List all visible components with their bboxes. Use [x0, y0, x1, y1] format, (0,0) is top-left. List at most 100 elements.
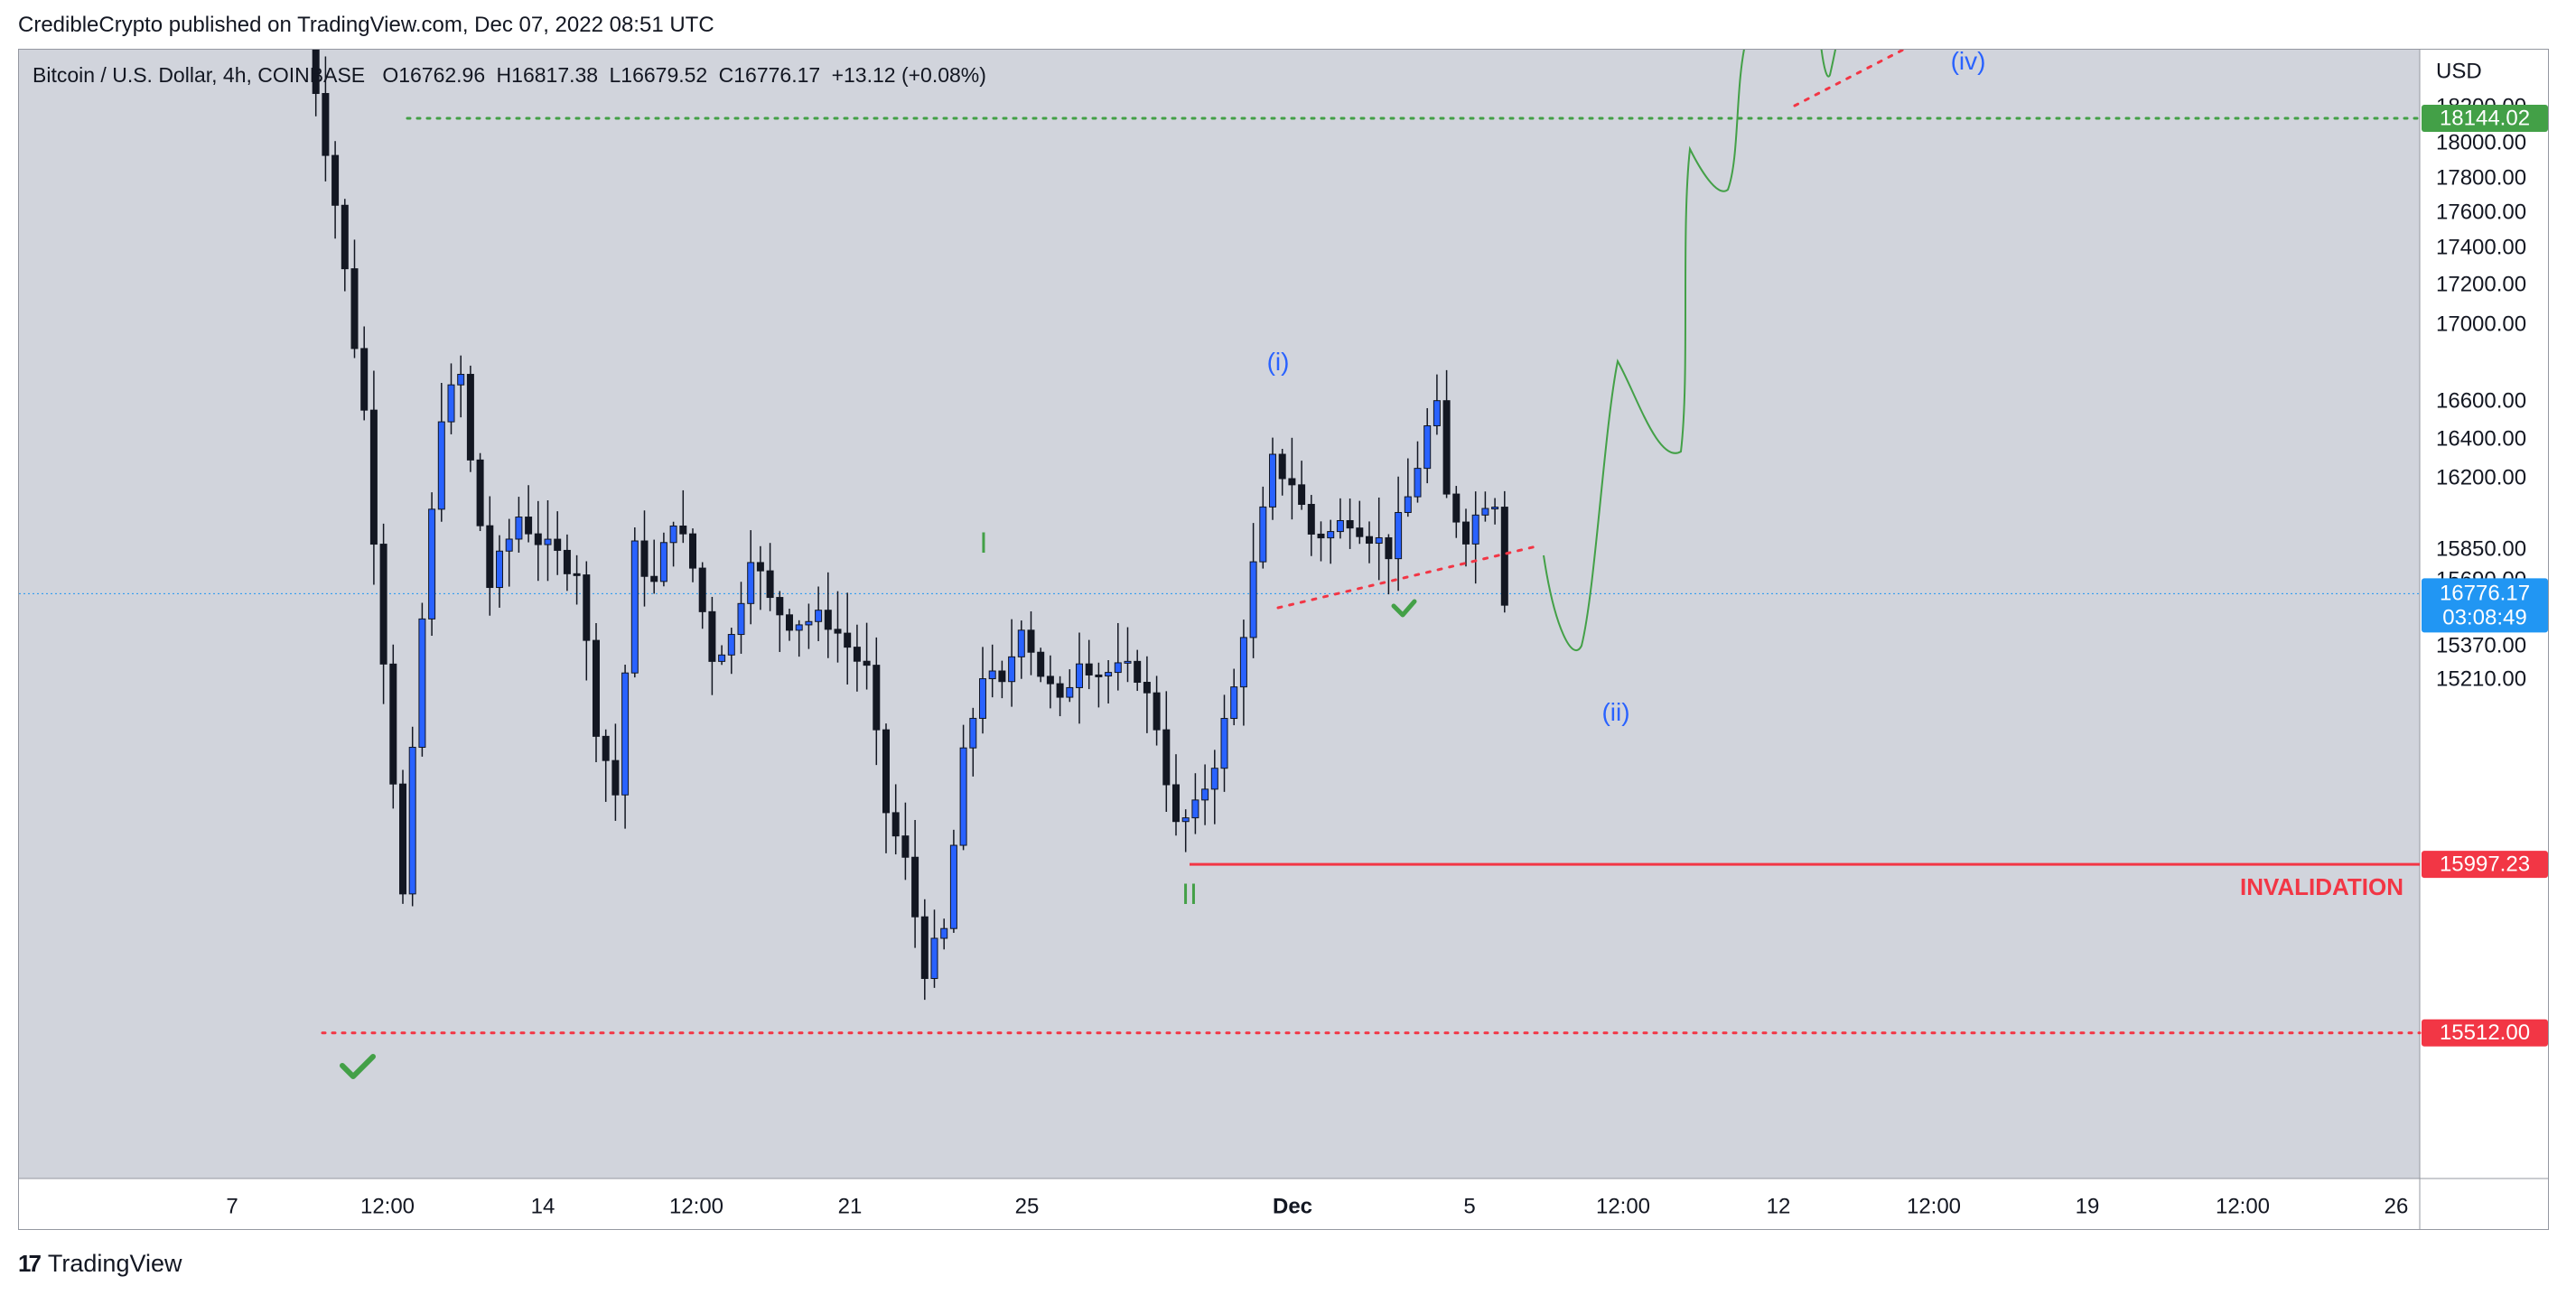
candle-up: [418, 618, 426, 748]
time-tick-label: 5: [1463, 1194, 1475, 1218]
candle-down: [1366, 536, 1373, 545]
candle-up: [949, 844, 957, 929]
candle-down: [583, 574, 591, 641]
time-tick-label: 21: [838, 1194, 863, 1218]
candle-up: [1017, 629, 1025, 657]
candle-down: [679, 525, 687, 535]
candle-down: [399, 783, 406, 895]
candle-down: [844, 632, 852, 648]
price-badge: [2422, 851, 2548, 879]
candle-down: [1134, 660, 1142, 684]
candle-down: [776, 597, 784, 616]
candle-up: [1404, 496, 1412, 514]
time-tick-label: 12:00: [1596, 1194, 1650, 1218]
chart-canvas[interactable]: INVALIDATION (i)(ii)(iv)III USD18200.001…: [19, 50, 2548, 1229]
price-tick-label: 15370.00: [2436, 633, 2526, 657]
candle-up: [630, 540, 639, 674]
candle-up: [1249, 561, 1257, 638]
candle-down: [756, 562, 764, 572]
invalidation-label: INVALIDATION: [2240, 873, 2403, 900]
candle-down: [350, 268, 359, 349]
price-badge: [2422, 1019, 2548, 1047]
candle-down: [698, 567, 706, 612]
candle-up: [1201, 788, 1209, 801]
candle-up: [1008, 656, 1016, 683]
candle-up: [1327, 531, 1335, 539]
close-label: C: [718, 63, 734, 87]
price-badge-text: 15512.00: [2440, 1020, 2530, 1045]
candle-up: [1066, 686, 1074, 698]
candle-up: [1414, 468, 1422, 498]
candle-down: [1500, 507, 1508, 606]
price-tick-label: 16600.00: [2436, 388, 2526, 413]
candle-up: [505, 538, 513, 552]
candle-up: [1259, 506, 1267, 563]
candle-up: [1114, 662, 1122, 674]
candle-down: [369, 409, 378, 545]
candle-down: [476, 459, 484, 526]
candle-down: [331, 154, 340, 206]
currency-label: USD: [2436, 59, 2482, 83]
time-tick-label: 12:00: [669, 1194, 723, 1218]
check-mark-icon: [340, 1054, 376, 1079]
candle-down: [1307, 504, 1315, 535]
candle-down: [1317, 533, 1325, 539]
candle-up: [1433, 400, 1441, 426]
price-tick-label: 17000.00: [2436, 312, 2526, 336]
candle-up: [408, 746, 416, 895]
candle-down: [1385, 536, 1393, 560]
chart-panel[interactable]: INVALIDATION (i)(ii)(iv)III USD18200.001…: [18, 49, 2549, 1230]
candle-up: [805, 620, 813, 626]
candle-up: [1220, 718, 1228, 769]
candle-up: [815, 610, 823, 622]
candle-up: [496, 550, 503, 589]
candle-down: [466, 374, 474, 461]
candle-up: [1210, 768, 1218, 790]
candle-up: [959, 747, 967, 846]
candle-up: [1471, 514, 1479, 545]
candle-down: [766, 570, 774, 599]
candle-down: [873, 665, 881, 731]
candle-down: [341, 204, 349, 270]
candle-up: [737, 602, 745, 636]
price-tick-label: 17800.00: [2436, 165, 2526, 190]
candle-down: [534, 533, 542, 545]
candle-up: [659, 542, 667, 582]
candle-down: [891, 812, 900, 837]
current-price-badge: [2422, 578, 2548, 633]
candle-up: [1395, 512, 1403, 560]
candle-down: [882, 729, 890, 814]
candle-up: [979, 678, 986, 719]
plot-background: [19, 50, 2420, 1179]
price-tick-label: 17200.00: [2436, 272, 2526, 296]
price-tick-label: 17600.00: [2436, 200, 2526, 224]
candle-down: [708, 610, 716, 662]
price-axis[interactable]: USD18200.0018000.0017800.0017600.0017400…: [2422, 59, 2548, 1047]
price-badge-text: 15997.23: [2440, 852, 2530, 876]
time-tick-label: 19: [2076, 1194, 2100, 1218]
candle-down: [1027, 629, 1035, 653]
candle-down: [824, 610, 832, 630]
candle-down: [379, 544, 387, 665]
time-tick-label: 7: [226, 1194, 238, 1218]
open-value: 16762.96: [398, 63, 486, 87]
candle-up: [1239, 637, 1247, 688]
price-tick-label: 16200.00: [2436, 465, 2526, 489]
candle-up: [669, 525, 677, 544]
candle-down: [1143, 682, 1151, 694]
wave-label: (ii): [1601, 698, 1629, 726]
candle-down: [312, 50, 320, 95]
wave-label: II: [1181, 878, 1198, 910]
price-tick-label: 15850.00: [2436, 536, 2526, 561]
tradingview-logo[interactable]: 17 TradingView: [18, 1250, 182, 1278]
high-value: 16817.38: [511, 63, 599, 87]
candle-down: [573, 573, 581, 576]
candle-down: [1162, 729, 1171, 786]
time-axis[interactable]: 7 12:00 14 12:00 21 25 Dec 5 12:00 12 12:00 19 12:00…: [226, 1194, 2408, 1218]
candle-down: [1095, 674, 1103, 677]
trendline-upper: [1793, 50, 1907, 107]
candle-down: [1278, 453, 1286, 480]
low-label: L: [609, 63, 621, 87]
candle-up: [1230, 686, 1238, 720]
price-tick-label: 18000.00: [2436, 130, 2526, 154]
